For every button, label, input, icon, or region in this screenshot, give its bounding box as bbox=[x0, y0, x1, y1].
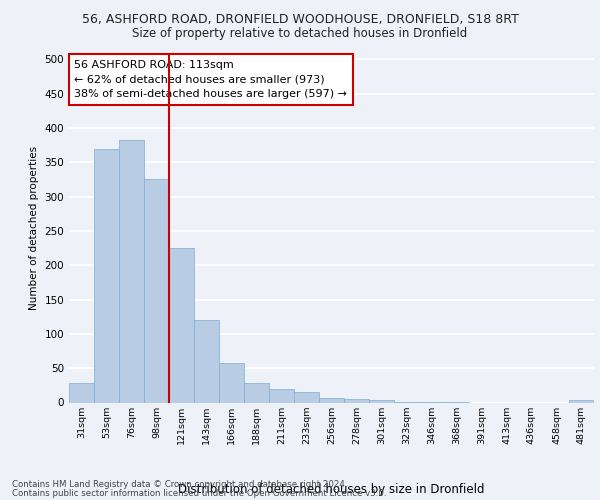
Bar bbox=[219, 362, 244, 403]
Bar bbox=[194, 320, 219, 402]
Text: Contains public sector information licensed under the Open Government Licence v3: Contains public sector information licen… bbox=[12, 488, 386, 498]
Text: Size of property relative to detached houses in Dronfield: Size of property relative to detached ho… bbox=[133, 28, 467, 40]
Bar bbox=[569, 400, 594, 402]
Bar bbox=[244, 384, 269, 402]
Bar bbox=[144, 180, 169, 402]
Bar bbox=[269, 390, 294, 402]
Bar bbox=[169, 248, 194, 402]
Y-axis label: Number of detached properties: Number of detached properties bbox=[29, 146, 39, 310]
Bar bbox=[119, 140, 144, 402]
Text: 56, ASHFORD ROAD, DRONFIELD WOODHOUSE, DRONFIELD, S18 8RT: 56, ASHFORD ROAD, DRONFIELD WOODHOUSE, D… bbox=[82, 12, 518, 26]
X-axis label: Distribution of detached houses by size in Dronfield: Distribution of detached houses by size … bbox=[178, 482, 485, 496]
Bar bbox=[369, 400, 394, 402]
Bar bbox=[69, 384, 94, 402]
Text: Contains HM Land Registry data © Crown copyright and database right 2024.: Contains HM Land Registry data © Crown c… bbox=[12, 480, 347, 489]
Bar bbox=[344, 399, 369, 402]
Text: 56 ASHFORD ROAD: 113sqm
← 62% of detached houses are smaller (973)
38% of semi-d: 56 ASHFORD ROAD: 113sqm ← 62% of detache… bbox=[74, 60, 347, 99]
Bar bbox=[294, 392, 319, 402]
Bar bbox=[319, 398, 344, 402]
Bar bbox=[94, 148, 119, 402]
